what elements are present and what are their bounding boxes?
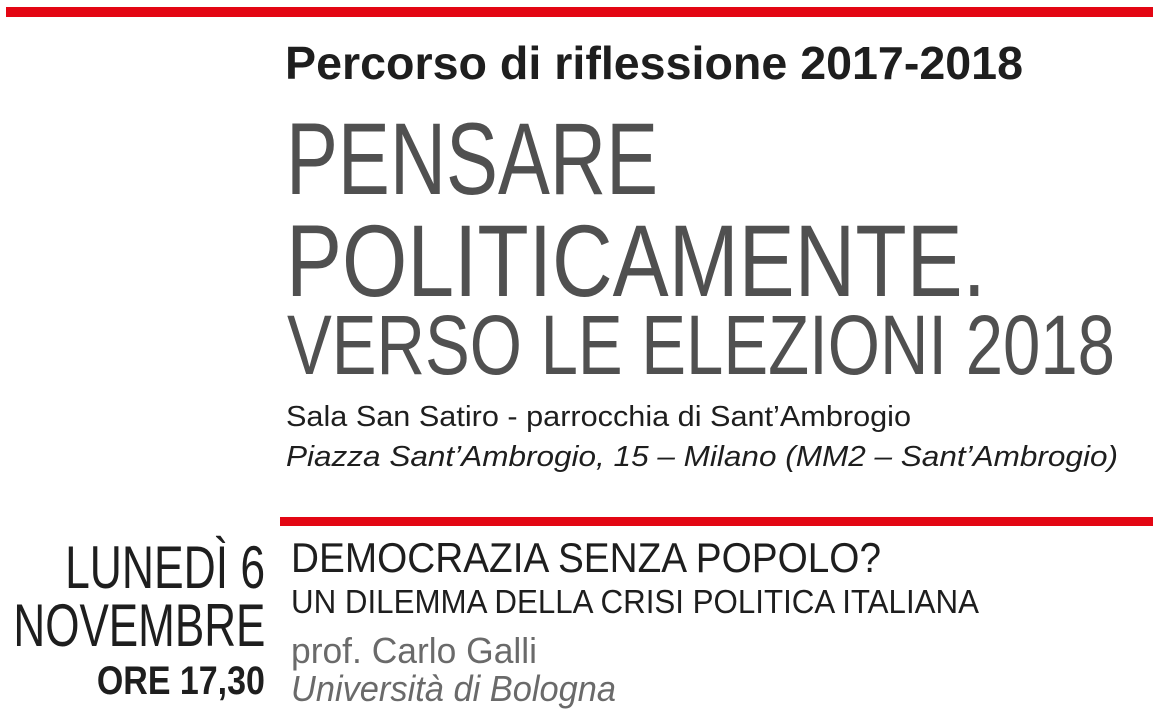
- series-label: Percorso di riflessione 2017-2018: [285, 37, 1023, 89]
- top-red-rule: [6, 7, 1153, 17]
- event-time: ORE 17,30: [97, 659, 265, 703]
- event-topic: DEMOCRAZIA SENZA POPOLO?: [291, 534, 881, 581]
- event-topic-sub: UN DILEMMA DELLA CRISI POLITICA ITALIANA: [291, 583, 979, 620]
- speaker-affiliation: Università di Bologna: [291, 668, 616, 709]
- event-month: NOVEMBRE: [13, 592, 265, 659]
- section-red-rule: [280, 517, 1153, 526]
- venue: Sala San Satiro - parrocchia di Sant’Amb…: [286, 401, 911, 433]
- title-line-2: POLITICAMENTE.: [286, 204, 986, 318]
- address: Piazza Sant’Ambrogio, 15 – Milano (MM2 –…: [286, 441, 1118, 473]
- speaker-name: prof. Carlo Galli: [291, 630, 537, 671]
- event-day: LUNEDÌ 6: [65, 534, 265, 601]
- title-line-1: PENSARE: [286, 102, 658, 216]
- subtitle: VERSO LE ELEZIONI 2018: [287, 298, 1115, 392]
